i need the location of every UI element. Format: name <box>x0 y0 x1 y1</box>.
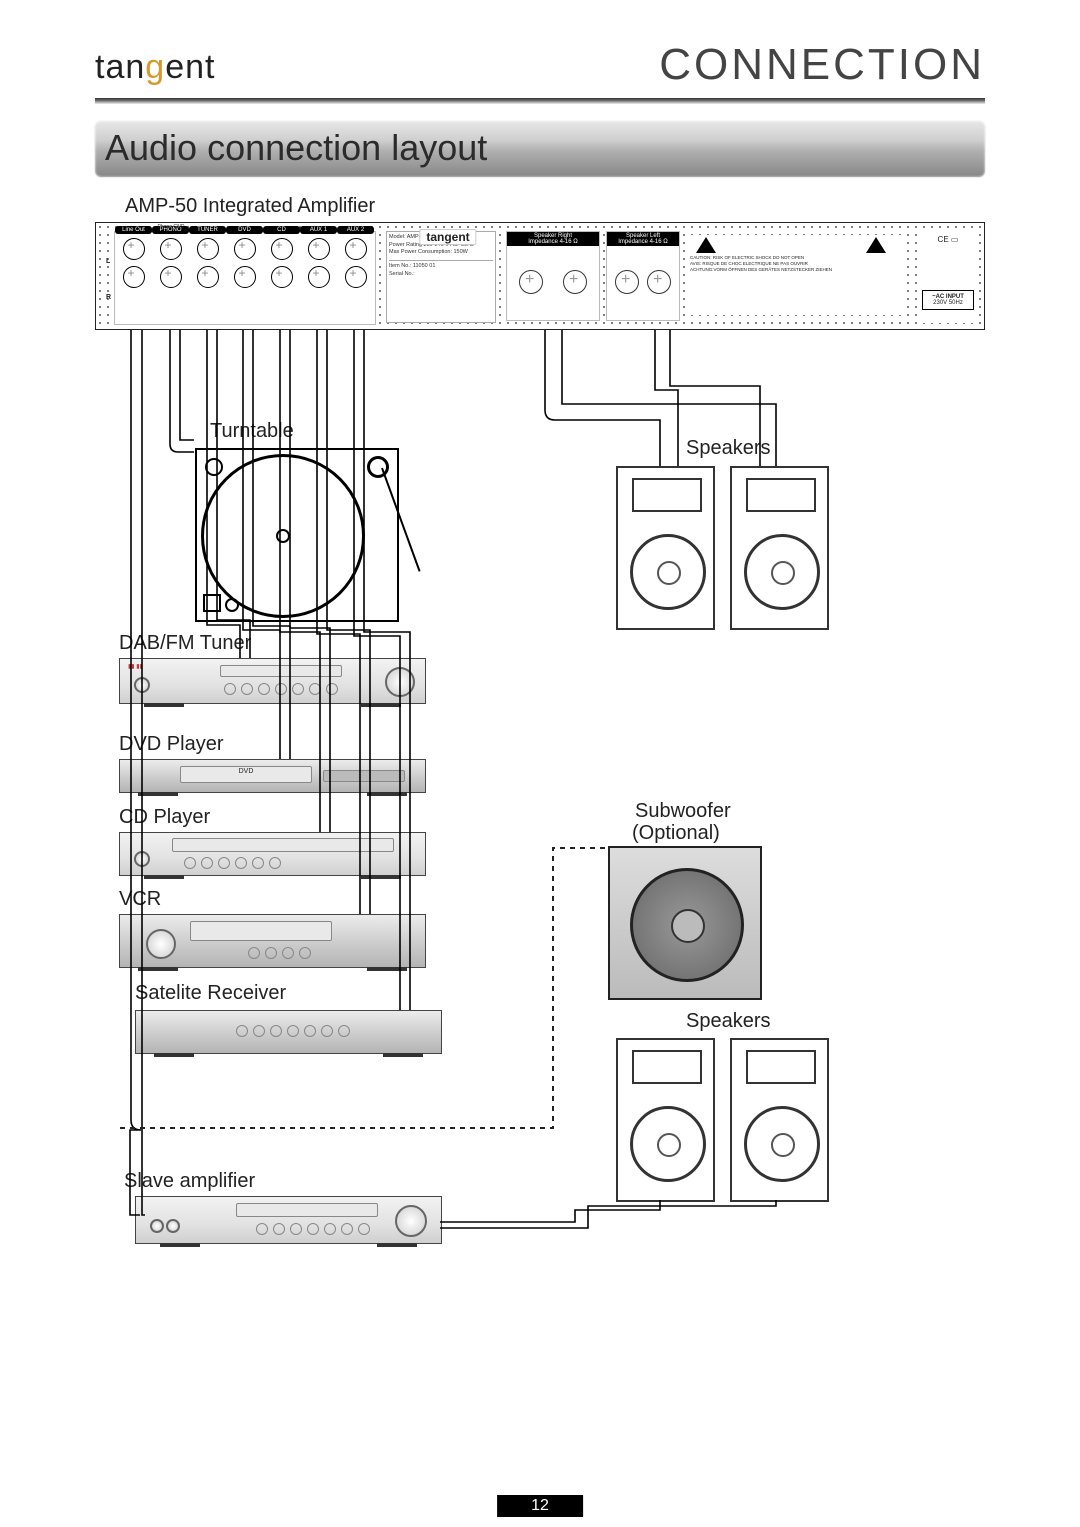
lbl-sub: Subwoofer <box>635 800 731 823</box>
lbl-dvd: DVD Player <box>119 733 223 756</box>
sat <box>135 1010 442 1054</box>
rear-panel: L R Line Out PHONO TUNER DVD CD AUX 1 AU… <box>95 222 985 330</box>
subwoofer <box>608 846 762 1000</box>
lbl-speakers-2: Speakers <box>686 1010 771 1033</box>
lbl-cd: CD Player <box>119 806 210 829</box>
amp-label: AMP-50 Integrated Amplifier <box>125 195 375 218</box>
lbl-sat: Satelite Receiver <box>135 982 286 1005</box>
info-serial: Serial No.: <box>389 271 493 279</box>
speaker-a1 <box>616 466 715 630</box>
header-rule <box>95 98 985 104</box>
dvd: DVD <box>119 759 426 793</box>
info-item: Item No.: 11050 01 <box>389 260 493 271</box>
spk-left: Speaker LeftImpedance 4-16 Ω <box>606 231 680 321</box>
lbl-turntable: Turntable <box>210 420 294 443</box>
spk-l-i: Impedance 4-16 Ω <box>618 239 668 245</box>
lbl-tuner: DAB/FM Tuner <box>119 632 251 655</box>
page: tangent CONNECTION Audio connection layo… <box>0 0 1080 1527</box>
warn-de: ACHTUNG:VORM ÖFFNEN DES GERÄTES NETZSTEC… <box>690 267 902 273</box>
brand-post: ent <box>165 48 215 86</box>
in-3: DVD <box>226 226 263 234</box>
page-title: CONNECTION <box>659 40 985 90</box>
speaker-a2 <box>730 466 829 630</box>
page-number: 12 <box>497 1495 583 1517</box>
panel-brand: tangent <box>419 229 476 245</box>
in-5: AUX 1 <box>300 226 337 234</box>
ac-spec: 230V 50Hz <box>933 300 963 306</box>
spk-r-i: Impedance 4-16 Ω <box>528 239 578 245</box>
turntable <box>195 448 399 622</box>
lbl-speakers-1: Speakers <box>686 437 771 460</box>
lbl-sub2: (Optional) <box>632 822 720 845</box>
in-4: CD <box>263 226 300 234</box>
in-0: Line Out <box>115 226 152 234</box>
in-2: TUNER <box>189 226 226 234</box>
vcr <box>119 914 426 968</box>
dvd-slot: DVD <box>180 766 312 783</box>
speaker-b1 <box>616 1038 715 1202</box>
brand-pre: tan <box>95 48 145 86</box>
slave-amp <box>135 1196 442 1244</box>
phono-gnd: Phono GND <box>151 224 191 230</box>
header: tangent CONNECTION <box>95 40 985 100</box>
tuner: ▮▮ ▮▮ <box>119 658 426 704</box>
brand-g: g <box>145 48 165 86</box>
lbl-vcr: VCR <box>119 888 161 911</box>
spk-right: Speaker RightImpedance 4-16 Ω <box>506 231 600 321</box>
brand-logo: tangent <box>95 48 215 87</box>
ch-r: R <box>106 294 114 301</box>
in-6: AUX 2 <box>337 226 374 234</box>
ch-l: L <box>106 258 114 265</box>
speaker-b2 <box>730 1038 829 1202</box>
lbl-slave: Slave amplifier <box>124 1170 255 1193</box>
section-bar: Audio connection layout <box>95 120 985 176</box>
section-title: Audio connection layout <box>105 127 487 169</box>
cd <box>119 832 426 876</box>
rca-zone: L R Line Out PHONO TUNER DVD CD AUX 1 AU… <box>114 231 376 325</box>
info-maxp: Max Power Consumption: 150W <box>389 249 493 257</box>
warning-label: CAUTION: RISK OF ELECTRIC SHOCK DO NOT O… <box>686 235 906 315</box>
compliance: CE ▭ ~AC INPUT230V 50Hz <box>918 231 978 323</box>
